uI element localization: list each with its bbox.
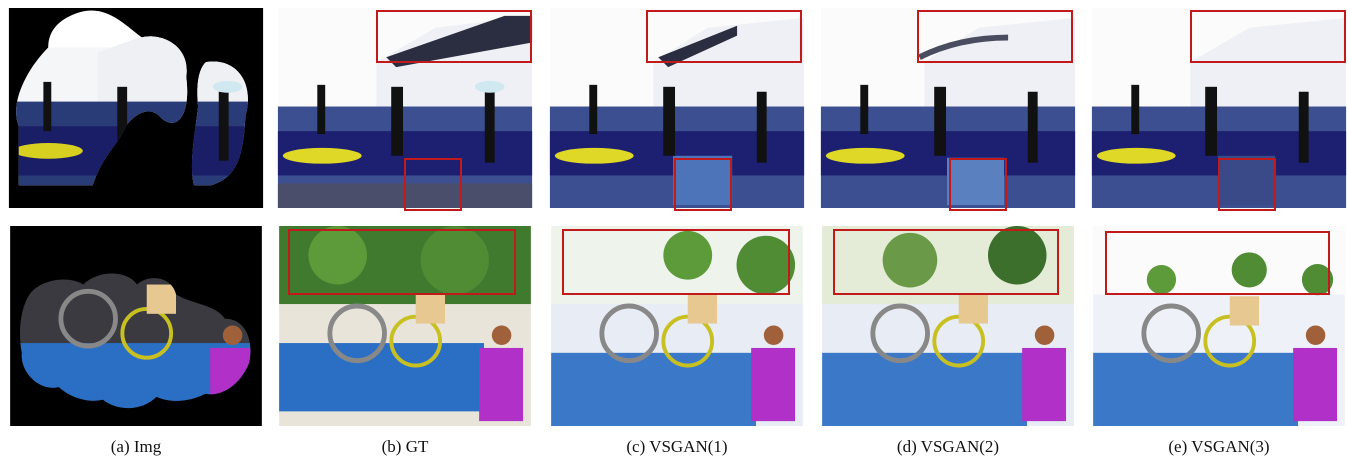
highlight-box bbox=[917, 10, 1073, 63]
caption-img: (a) Img bbox=[110, 437, 162, 456]
highlight-box bbox=[562, 229, 790, 295]
vsgan2-truck-image bbox=[819, 226, 1077, 431]
caption-vsgan-1: (c) VSGAN(1) bbox=[626, 437, 728, 456]
column-gt: (b) GT bbox=[276, 0, 534, 461]
highlight-box bbox=[1190, 10, 1346, 63]
img-street-masked bbox=[7, 8, 265, 211]
highlight-box bbox=[646, 10, 802, 63]
caption-vsgan-2: (d) VSGAN(2) bbox=[896, 437, 1000, 456]
highlight-box bbox=[288, 229, 516, 295]
highlight-box bbox=[949, 158, 1007, 211]
column-vsgan-3: (e) VSGAN(3) bbox=[1090, 0, 1348, 461]
vsgan3-street-image bbox=[1090, 8, 1348, 211]
gt-street-image bbox=[276, 8, 534, 211]
column-vsgan-1: (c) VSGAN(1) bbox=[548, 0, 806, 461]
highlight-box bbox=[376, 10, 532, 63]
highlight-box bbox=[674, 158, 732, 211]
vsgan1-street-image bbox=[548, 8, 806, 211]
gt-truck-image bbox=[276, 226, 534, 431]
vsgan1-truck-image bbox=[548, 226, 806, 431]
vsgan3-truck-image bbox=[1090, 226, 1348, 431]
vsgan2-street-image bbox=[819, 8, 1077, 211]
highlight-box bbox=[404, 158, 462, 211]
caption-vsgan-3: (e) VSGAN(3) bbox=[1168, 437, 1270, 456]
column-vsgan-2: (d) VSGAN(2) bbox=[819, 0, 1077, 461]
img-truck-masked bbox=[7, 226, 265, 431]
column-img: (a) Img bbox=[7, 0, 265, 461]
highlight-box bbox=[833, 229, 1059, 295]
caption-gt: (b) GT bbox=[381, 437, 429, 456]
highlight-box bbox=[1218, 158, 1276, 211]
highlight-box bbox=[1105, 231, 1330, 295]
